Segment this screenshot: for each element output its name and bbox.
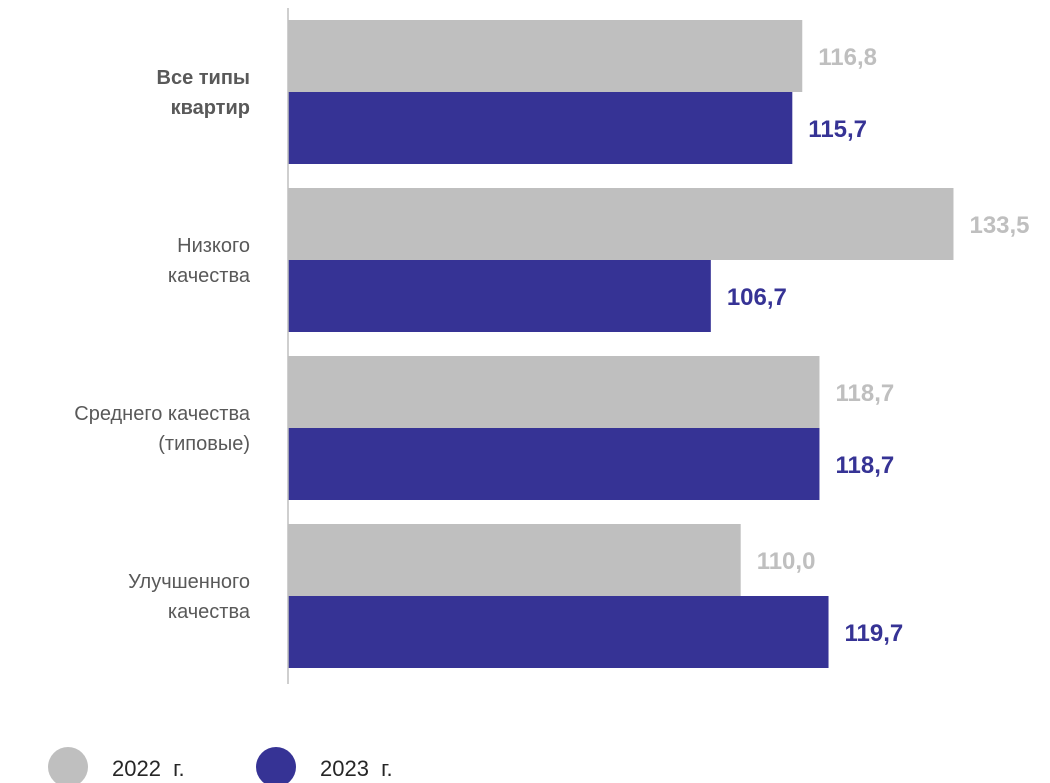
- bars-layer: [288, 20, 954, 668]
- legend: 2022 г. 2023 г.: [48, 747, 393, 783]
- category-label-3-line-1: качества: [168, 601, 251, 623]
- value-label-2023-2: 118,7: [835, 452, 894, 479]
- legend-label-2022: 2022 г.: [112, 756, 185, 781]
- bar-2022-1: [288, 188, 954, 260]
- bar-2023-0: [288, 92, 793, 164]
- legend-marker-2023: [256, 747, 296, 783]
- category-label-1-line-0: Низкого: [177, 235, 250, 257]
- value-label-2022-2: 118,7: [835, 380, 894, 407]
- category-label-2-line-0: Среднего качества: [74, 403, 251, 425]
- bar-2022-0: [288, 20, 803, 92]
- legend-label-2023: 2023 г.: [320, 756, 393, 781]
- category-label-0-line-1: квартир: [171, 97, 250, 119]
- legend-marker-2022: [48, 747, 88, 783]
- value-label-2022-0: 116,8: [818, 44, 877, 71]
- bar-2022-3: [288, 524, 741, 596]
- category-label-2-line-1: (типовые): [158, 433, 250, 455]
- bar-2022-2: [288, 356, 820, 428]
- value-labels: 116,8 115,7 133,5 106,7 118,7 118,7 110,0 119,7: [727, 44, 1030, 647]
- category-label-0-line-0: Все типы: [157, 67, 251, 89]
- value-label-2022-1: 133,5: [969, 212, 1029, 239]
- category-label-1-line-1: качества: [168, 265, 251, 287]
- category-label-3-line-0: Улучшенного: [128, 571, 250, 593]
- category-labels: Все типы квартир Низкого качества Среднего к…: [74, 67, 251, 623]
- value-label-2023-0: 115,7: [808, 116, 867, 143]
- value-label-2023-3: 119,7: [845, 620, 904, 647]
- bar-2023-1: [288, 260, 711, 332]
- bar-2023-2: [288, 428, 820, 500]
- value-label-2023-1: 106,7: [727, 284, 787, 311]
- value-label-2022-3: 110,0: [757, 548, 816, 575]
- bar-2023-3: [288, 596, 829, 668]
